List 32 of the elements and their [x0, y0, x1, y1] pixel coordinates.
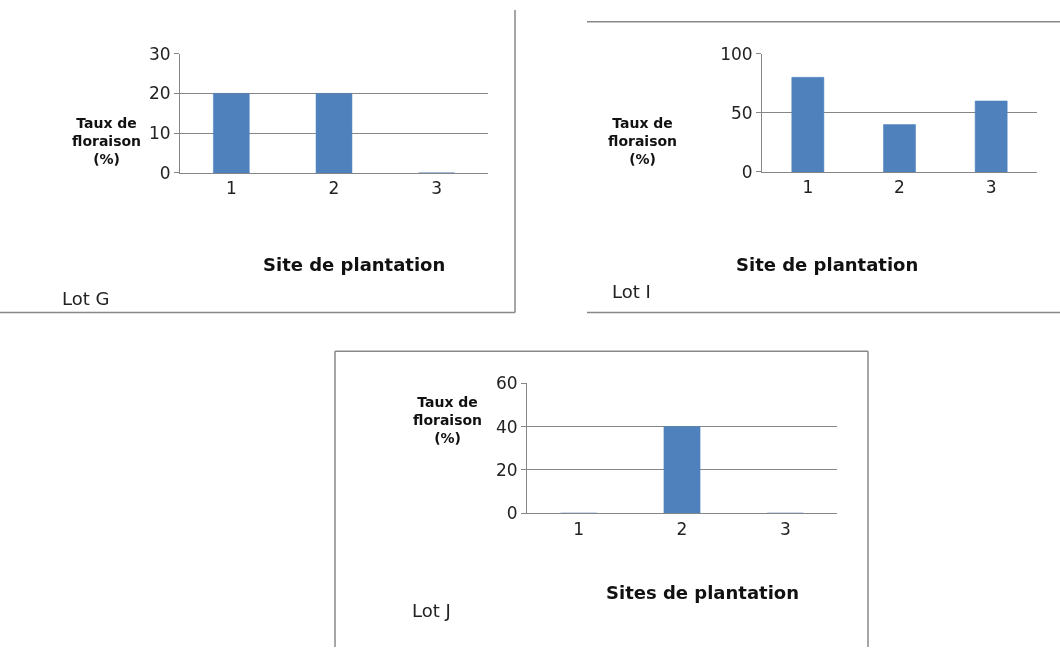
bar — [974, 100, 1008, 172]
x-tick-label: 1 — [802, 177, 814, 198]
y-tick-label: 60 — [495, 373, 518, 394]
x-tick-label: 2 — [676, 518, 688, 539]
text: Lot I — [612, 281, 651, 302]
y-axis-title: Taux de floraison (%) — [72, 115, 142, 168]
bar — [883, 124, 916, 172]
y-tick-label: 20 — [495, 459, 518, 480]
x-axis-title: Site de plantation — [736, 254, 919, 275]
y-tick-label: 20 — [148, 83, 171, 104]
bar — [791, 77, 825, 172]
y-tick-label: 40 — [495, 416, 518, 437]
x-tick-label: 2 — [328, 178, 340, 199]
y-axis-title: Taux de floraison (%) — [608, 115, 678, 168]
y-tick-label: 0 — [506, 503, 518, 524]
y-axis-title: Taux de floraison (%) — [413, 394, 483, 447]
x-tick-label: 3 — [985, 177, 997, 198]
x-axis-title: Site de plantation — [263, 254, 446, 275]
x-tick-label: 3 — [779, 518, 791, 539]
x-tick-label: 2 — [894, 177, 905, 198]
y-tick-label: 0 — [159, 162, 171, 183]
x-tick-label: 1 — [225, 178, 237, 199]
y-tick-label: 50 — [730, 102, 753, 123]
text: Lot J — [412, 600, 451, 621]
text: Lot G — [62, 288, 110, 309]
y-tick-label: 10 — [148, 123, 171, 144]
y-tick-label: 100 — [720, 43, 753, 64]
y-tick-label: 30 — [148, 43, 171, 64]
x-tick-label: 1 — [573, 518, 585, 539]
y-tick-label: 0 — [741, 161, 753, 182]
x-tick-label: 3 — [431, 178, 443, 199]
x-axis-title: Sites de plantation — [606, 582, 800, 603]
